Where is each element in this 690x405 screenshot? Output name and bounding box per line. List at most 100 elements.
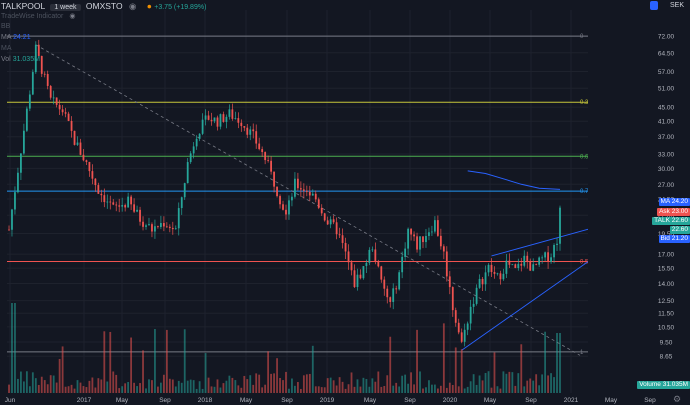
volume-bar (246, 379, 249, 393)
volume-bar (410, 372, 412, 393)
candle-body (428, 232, 430, 236)
ma-legend[interactable]: MA 24.21 (1, 34, 31, 41)
volume-bar (389, 336, 392, 393)
candle-body (43, 73, 46, 75)
volume-bar (180, 382, 183, 393)
volume-bar (58, 358, 61, 393)
candle-body (100, 193, 103, 196)
candle-body (556, 243, 558, 246)
candle-body (189, 153, 192, 163)
interval-badge[interactable]: 1 week (50, 4, 81, 11)
ma-price-chip: MA 24.20 (658, 198, 690, 206)
volume-bar (240, 387, 243, 393)
candle-body (145, 225, 147, 227)
candle-body (183, 183, 186, 198)
candle-body (82, 154, 85, 161)
settings-icon[interactable]: ⚙ (673, 394, 682, 404)
volume-bar (273, 373, 275, 393)
resistance-trend-line (491, 225, 601, 257)
volume-bar (305, 374, 308, 393)
volume-bar (463, 388, 466, 393)
volume-legend[interactable]: Vol 31.035M (1, 56, 40, 63)
candle-body (210, 119, 213, 122)
candle-body (496, 273, 499, 275)
time-axis[interactable]: Jun 2017 May Sep 2018 May Sep 2019 May Sep 2020 May… (5, 397, 656, 404)
candle-body (252, 129, 255, 132)
eye-icon[interactable]: ◉ (128, 1, 137, 11)
ma2-legend[interactable]: MA (1, 45, 12, 52)
candle-body (532, 264, 535, 271)
candle-body (46, 74, 49, 86)
candle-body (550, 257, 552, 262)
volume-bar (472, 374, 475, 393)
volume-bar (365, 379, 368, 393)
candle-body (407, 228, 410, 249)
candle-body (487, 264, 490, 273)
candle-body (142, 221, 144, 227)
candle-body (201, 119, 204, 134)
volume-bar (356, 379, 359, 393)
volume-bar (106, 381, 109, 393)
volume-bar (55, 382, 58, 393)
volume-bar (91, 377, 94, 393)
volume-bar (368, 386, 371, 393)
candle-body (91, 171, 94, 179)
last-price-chip: TALK 22.60 (652, 217, 690, 225)
candle-body (148, 224, 150, 226)
y-tick-label: 41.00 (658, 119, 675, 126)
volume-bar (308, 373, 311, 393)
volume-bar (505, 373, 508, 393)
candle-body (261, 149, 264, 153)
volume-bar (431, 384, 433, 393)
ma-value: 24.21 (13, 34, 31, 41)
candle-body (416, 236, 418, 250)
candle-body (162, 223, 165, 227)
candle-body (112, 202, 115, 205)
x-tick-label: May (240, 397, 253, 404)
volume-bar (249, 375, 252, 393)
volume-bar (532, 380, 535, 393)
candle-body (380, 266, 383, 280)
y-tick-label: 19.50 (658, 231, 675, 238)
volume-bar (526, 380, 529, 393)
y-tick-label: 11.50 (658, 311, 674, 318)
volume-bar (43, 380, 46, 393)
fib-label: 0.786 (580, 189, 596, 195)
candle-body (70, 120, 73, 131)
volume-bar (302, 375, 305, 393)
eye-icon[interactable]: ◉ (69, 13, 76, 20)
candle-body (40, 55, 43, 74)
candle-body (285, 209, 287, 215)
candle-body (410, 228, 412, 235)
candle-body (273, 171, 275, 187)
support-trend-line (461, 249, 606, 351)
volume-bar (550, 373, 552, 393)
volume-bar (261, 387, 264, 393)
volume-bar (279, 378, 281, 393)
volume-bar (544, 331, 547, 393)
study-row[interactable]: BB (1, 23, 10, 30)
lock-icon[interactable] (650, 1, 658, 10)
symbol-name[interactable]: TALKPOOL (1, 1, 45, 11)
volume-bar (404, 374, 407, 393)
volume-bar (311, 345, 314, 393)
candle-body (445, 251, 448, 277)
y-tick-label: 17.00 (658, 252, 675, 259)
volume-bar (17, 378, 19, 393)
y-tick-label: 57.00 (658, 69, 675, 76)
volume-bar (115, 374, 118, 393)
candle-body (207, 115, 210, 120)
volume-bar (127, 381, 130, 393)
candle-body (31, 72, 34, 95)
symbol-title[interactable]: TALKPOOL 1 week OMXSTO ◉ ● +3.75 (+19.89… (1, 1, 206, 12)
candle-body (195, 138, 198, 147)
candle-body (52, 97, 55, 99)
volume-bar (392, 385, 395, 393)
volume-bar (380, 386, 383, 393)
volume-bar (76, 380, 79, 393)
candle-body (434, 220, 436, 232)
volume-bar (79, 382, 82, 393)
volume-bar (439, 385, 442, 393)
volume-bar (535, 374, 538, 393)
